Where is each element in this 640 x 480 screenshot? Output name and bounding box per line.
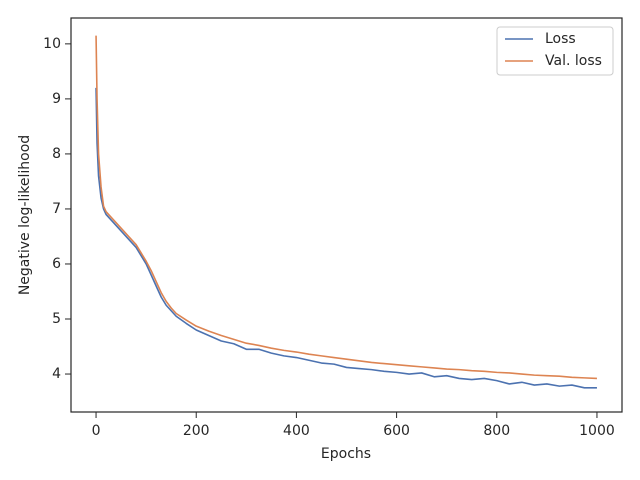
- x-tick-label: 800: [483, 423, 510, 439]
- y-tick-label: 9: [52, 91, 61, 107]
- y-tick-label: 6: [52, 256, 61, 272]
- y-tick-label: 4: [52, 366, 61, 382]
- x-tick-label: 600: [383, 423, 410, 439]
- y-tick-label: 10: [43, 36, 61, 52]
- x-tick-label: 400: [283, 423, 310, 439]
- x-axis-label: Epochs: [321, 446, 371, 462]
- y-tick-label: 8: [52, 146, 61, 162]
- x-tick-label: 1000: [579, 423, 615, 439]
- x-tick-label: 0: [92, 423, 101, 439]
- y-tick-label: 7: [52, 201, 61, 217]
- legend-label: Val. loss: [545, 53, 602, 69]
- y-axis-label: Negative log-likelihood: [17, 135, 33, 295]
- legend-label: Loss: [545, 31, 576, 47]
- y-tick-label: 5: [52, 311, 61, 327]
- series-line: [95, 87, 597, 389]
- plot-frame: [70, 17, 623, 413]
- x-tick-label: 200: [183, 423, 210, 439]
- series-line: [95, 35, 597, 380]
